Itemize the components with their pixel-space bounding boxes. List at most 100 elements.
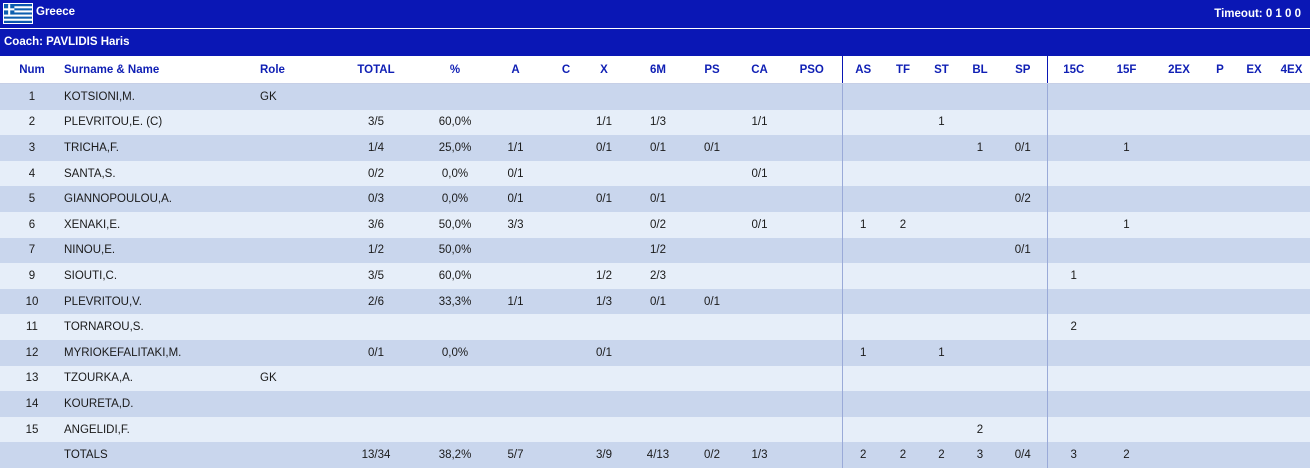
timeout-indicator: Timeout: 0 1 0 0 [1214,8,1301,20]
cell-15c [1047,339,1100,366]
cell-sp: 0/2 [999,186,1048,212]
cell-p [1205,83,1235,110]
cell-p [1205,135,1235,161]
cell-15c: 3 [1047,442,1100,468]
cell-sp [999,391,1048,417]
cell-total: 0/1 [320,339,432,366]
cell-ps [687,186,737,212]
cell-num: 5 [0,186,64,212]
cell-bl: 2 [961,416,999,443]
cell-ps [687,263,737,289]
cell-6m: 1/2 [629,237,687,264]
cell-st [922,237,961,264]
cell-6m [629,365,687,392]
cell-st: 1 [922,109,961,136]
cell-surname-name: GIANNOPOULOU,A. [64,186,260,212]
cell-sp: 0/4 [999,442,1048,468]
cell-ps: 0/1 [687,135,737,161]
cell-15c [1047,237,1100,264]
cell-15c: 1 [1047,263,1100,289]
cell-surname-name: TRICHA,F. [64,135,260,161]
cell-ex [1235,83,1273,110]
cell-pso [782,416,843,443]
cell-15f: 2 [1100,442,1153,468]
cell-num: 1 [0,83,64,110]
cell-sp [999,263,1048,289]
cell-role [260,314,320,340]
cell-surname-name: TOTALS [64,442,260,468]
cell-st [922,135,961,161]
cell-bl: 1 [961,135,999,161]
cell-st [922,211,961,238]
cell-col [432,83,478,110]
cell-sp [999,416,1048,443]
cell-4ex [1273,160,1310,187]
cell-c [553,263,579,289]
cell-ca [737,186,782,212]
cell-role [260,186,320,212]
cell-bl [961,391,999,417]
cell-2ex [1153,211,1205,238]
cell-15c [1047,288,1100,315]
column-header-as: AS [842,56,884,84]
cell-2ex [1153,442,1205,468]
cell-total: 3/5 [320,263,432,289]
cell-15f [1100,186,1153,212]
cell-15f [1100,288,1153,315]
cell-st [922,288,961,315]
cell-ex [1235,237,1273,264]
cell-x: 0/1 [579,186,629,212]
cell-c [553,288,579,315]
cell-6m: 1/3 [629,109,687,136]
table-row: 15 ANGELIDI,F. 2 [0,416,1310,443]
cell-total: 2/6 [320,288,432,315]
cell-total: 3/6 [320,211,432,238]
cell-bl [961,211,999,238]
cell-2ex [1153,391,1205,417]
cell-tf [884,186,922,212]
cell-4ex [1273,135,1310,161]
cell-num: 6 [0,211,64,238]
cell-role [260,109,320,136]
cell-num: 4 [0,160,64,187]
cell-15c [1047,391,1100,417]
column-header-a: A [478,56,553,84]
cell-as [842,314,884,340]
cell-as: 2 [842,442,884,468]
cell-num: 15 [0,416,64,443]
cell-surname-name: TZOURKA,A. [64,365,260,392]
cell-st [922,83,961,110]
cell-4ex [1273,263,1310,289]
cell-total: 1/4 [320,135,432,161]
cell-role [260,237,320,264]
cell-15f [1100,263,1153,289]
cell-6m: 0/2 [629,211,687,238]
cell-surname-name: XENAKI,E. [64,211,260,238]
cell-4ex [1273,416,1310,443]
cell-tf [884,314,922,340]
table-row: 12 MYRIOKEFALITAKI,M. 0/1 0,0% 0/1 1 1 [0,339,1310,366]
column-header-st: ST [922,56,961,84]
cell-pso [782,83,843,110]
column-header-ca: CA [737,56,782,84]
cell-col: 0,0% [432,339,478,366]
cell-x: 1/2 [579,263,629,289]
cell-ps: 0/1 [687,288,737,315]
cell-bl [961,160,999,187]
cell-ps [687,109,737,136]
cell-c [553,160,579,187]
cell-x: 1/1 [579,109,629,136]
cell-ca [737,339,782,366]
cell-pso [782,135,843,161]
cell-4ex [1273,237,1310,264]
cell-bl [961,339,999,366]
cell-sp [999,160,1048,187]
cell-tf [884,288,922,315]
cell-6m [629,391,687,417]
cell-pso [782,391,843,417]
cell-surname-name: ANGELIDI,F. [64,416,260,443]
cell-num: 12 [0,339,64,366]
cell-bl [961,314,999,340]
cell-c [553,83,579,110]
cell-2ex [1153,263,1205,289]
